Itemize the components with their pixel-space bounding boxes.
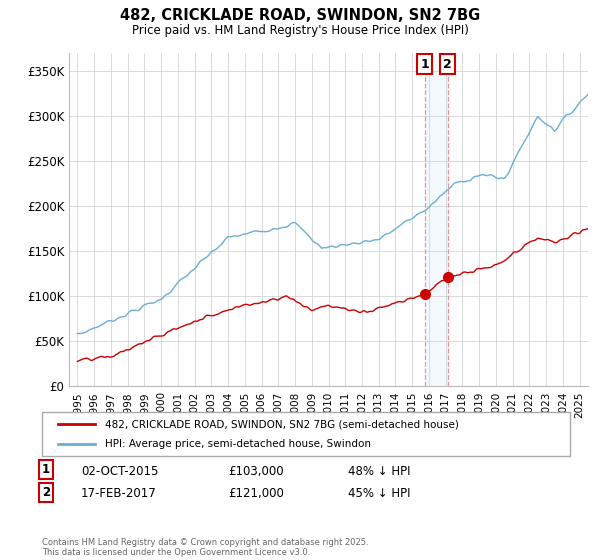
Text: 48% ↓ HPI: 48% ↓ HPI xyxy=(348,465,410,478)
Text: £121,000: £121,000 xyxy=(228,487,284,501)
Text: 482, CRICKLADE ROAD, SWINDON, SN2 7BG (semi-detached house): 482, CRICKLADE ROAD, SWINDON, SN2 7BG (s… xyxy=(106,419,459,429)
Text: £103,000: £103,000 xyxy=(228,465,284,478)
Bar xyxy=(425,53,448,386)
Text: 45% ↓ HPI: 45% ↓ HPI xyxy=(348,487,410,501)
Text: Price paid vs. HM Land Registry's House Price Index (HPI): Price paid vs. HM Land Registry's House … xyxy=(131,24,469,36)
Text: 2: 2 xyxy=(443,58,452,71)
Text: Contains HM Land Registry data © Crown copyright and database right 2025.
This d: Contains HM Land Registry data © Crown c… xyxy=(42,538,368,557)
Text: 2: 2 xyxy=(42,486,50,498)
FancyBboxPatch shape xyxy=(42,412,570,456)
Text: 1: 1 xyxy=(42,463,50,476)
Text: 1: 1 xyxy=(421,58,429,71)
Text: 02-OCT-2015: 02-OCT-2015 xyxy=(81,465,158,478)
Text: HPI: Average price, semi-detached house, Swindon: HPI: Average price, semi-detached house,… xyxy=(106,439,371,449)
Text: 482, CRICKLADE ROAD, SWINDON, SN2 7BG: 482, CRICKLADE ROAD, SWINDON, SN2 7BG xyxy=(120,8,480,24)
Text: 17-FEB-2017: 17-FEB-2017 xyxy=(81,487,157,501)
